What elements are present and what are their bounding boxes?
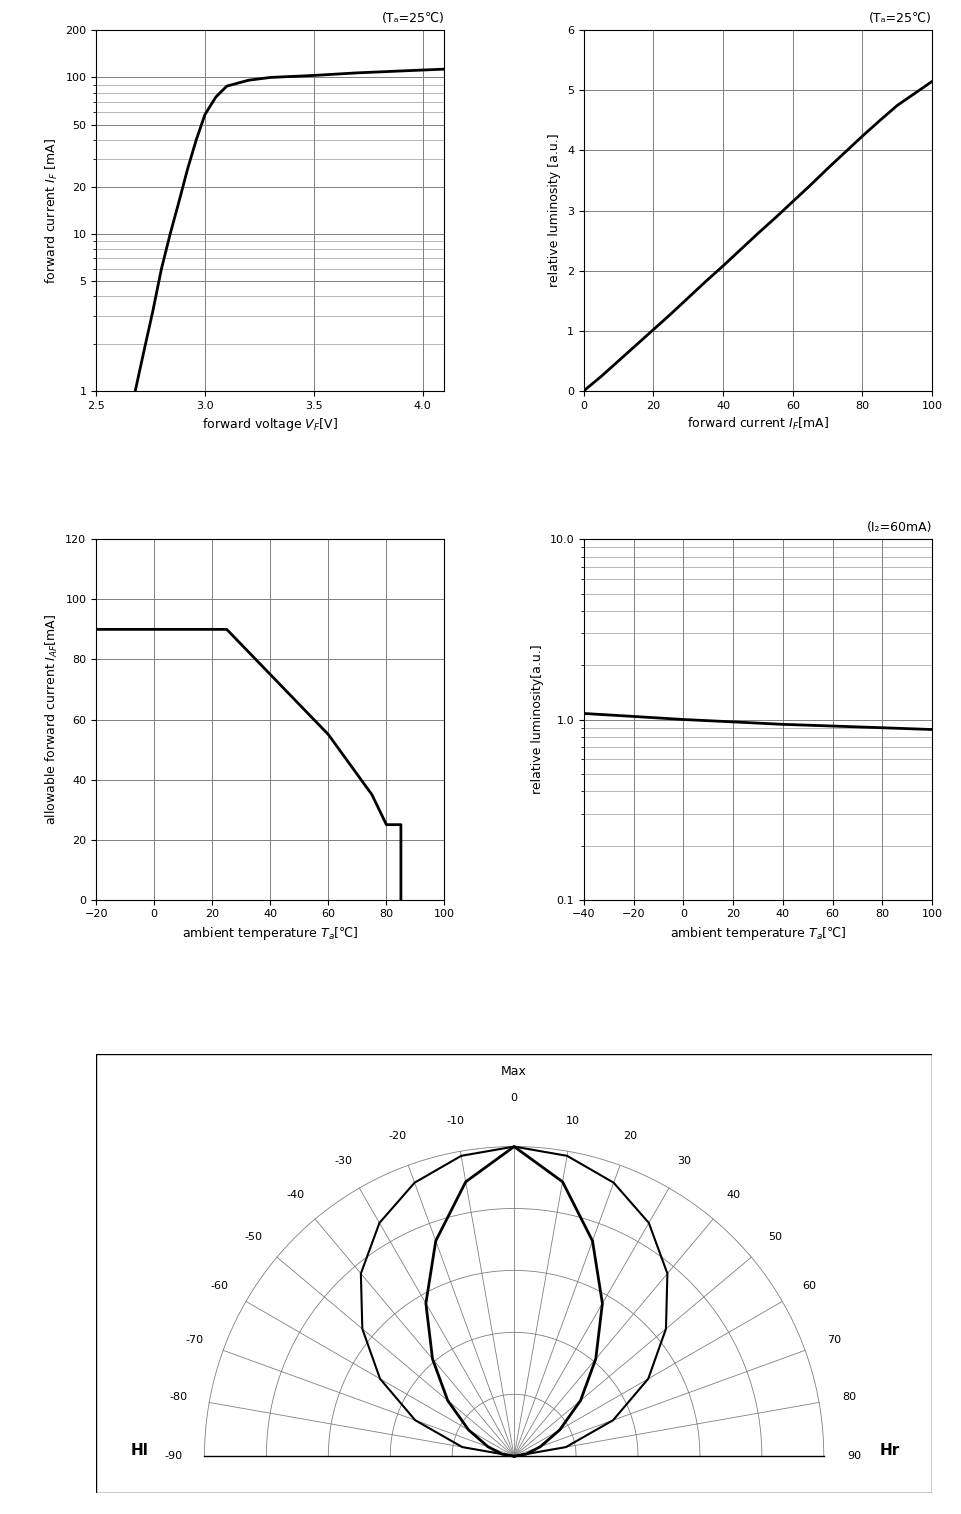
Text: 40: 40 [726, 1190, 740, 1201]
Y-axis label: relative luminosity [a.u.]: relative luminosity [a.u.] [549, 133, 561, 288]
Text: -50: -50 [244, 1232, 262, 1243]
Text: Max: Max [502, 1066, 527, 1078]
Text: 0: 0 [510, 1093, 518, 1104]
X-axis label: forward voltage $V_F$[V]: forward voltage $V_F$[V] [203, 416, 338, 433]
Text: 10: 10 [566, 1116, 580, 1126]
Text: -90: -90 [164, 1452, 183, 1461]
Text: Hr: Hr [879, 1443, 899, 1458]
Text: -40: -40 [286, 1190, 305, 1201]
X-axis label: ambient temperature $T_a$[℃]: ambient temperature $T_a$[℃] [182, 925, 358, 942]
Text: 50: 50 [768, 1232, 782, 1243]
Text: -30: -30 [334, 1157, 353, 1166]
Y-axis label: forward current $I_F$ [mA]: forward current $I_F$ [mA] [43, 138, 60, 283]
Text: 20: 20 [624, 1131, 638, 1142]
Text: 80: 80 [843, 1391, 856, 1402]
X-axis label: ambient temperature $T_a$[℃]: ambient temperature $T_a$[℃] [670, 925, 847, 942]
Text: -60: -60 [210, 1281, 228, 1291]
Y-axis label: relative luminosity[a.u.]: relative luminosity[a.u.] [530, 645, 544, 795]
Text: (Tₐ=25℃): (Tₐ=25℃) [870, 12, 932, 24]
Text: -10: -10 [446, 1116, 464, 1126]
Text: 70: 70 [827, 1335, 841, 1344]
Text: Hl: Hl [131, 1443, 149, 1458]
Text: (I₂=60mA): (I₂=60mA) [867, 521, 932, 534]
Text: (Tₐ=25℃): (Tₐ=25℃) [382, 12, 445, 24]
Text: 30: 30 [678, 1157, 692, 1166]
Text: 60: 60 [802, 1281, 816, 1291]
Text: 90: 90 [848, 1452, 862, 1461]
Text: -20: -20 [388, 1131, 407, 1142]
X-axis label: forward current $I_F$[mA]: forward current $I_F$[mA] [687, 416, 829, 431]
Text: -70: -70 [185, 1335, 203, 1344]
Y-axis label: allowable forward current $I_{AF}$[mA]: allowable forward current $I_{AF}$[mA] [43, 613, 60, 825]
Text: -80: -80 [170, 1391, 187, 1402]
